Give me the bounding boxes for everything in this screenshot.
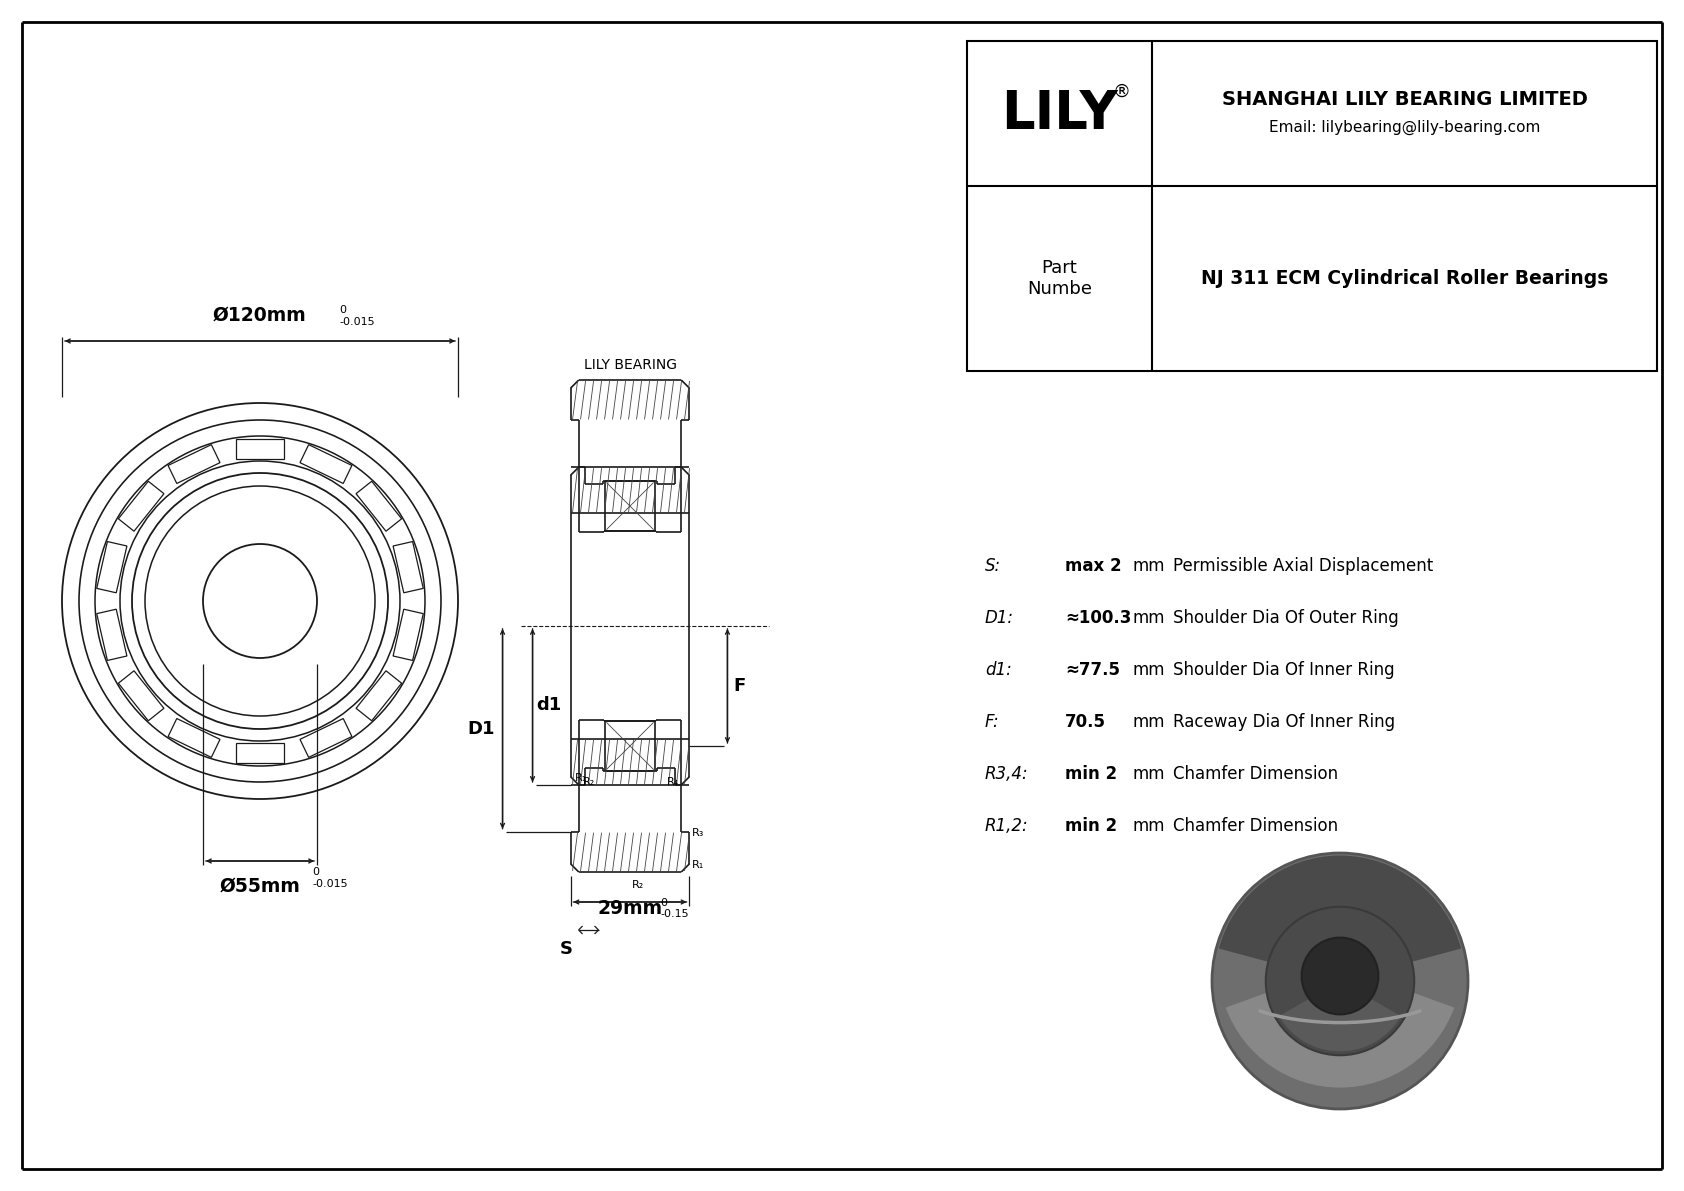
Text: Chamfer Dimension: Chamfer Dimension — [1174, 765, 1339, 782]
Text: mm: mm — [1133, 609, 1165, 626]
Text: Raceway Dia Of Inner Ring: Raceway Dia Of Inner Ring — [1174, 713, 1394, 731]
Text: S: S — [561, 940, 573, 958]
Text: d1:: d1: — [985, 661, 1012, 679]
Text: min 2: min 2 — [1064, 765, 1116, 782]
Text: Part
Numbe: Part Numbe — [1027, 260, 1091, 298]
Text: Ø120mm: Ø120mm — [214, 306, 306, 325]
Circle shape — [1212, 853, 1468, 1109]
Text: 70.5: 70.5 — [1064, 713, 1106, 731]
Text: R₂: R₂ — [632, 880, 645, 890]
Text: LILY BEARING: LILY BEARING — [583, 358, 677, 372]
Bar — [392, 610, 423, 661]
Bar — [96, 542, 126, 593]
Bar — [168, 444, 221, 484]
Circle shape — [1302, 937, 1379, 1015]
Text: LILY: LILY — [1000, 88, 1118, 139]
Text: Shoulder Dia Of Inner Ring: Shoulder Dia Of Inner Ring — [1174, 661, 1394, 679]
Bar — [300, 444, 352, 484]
Text: R3,4:: R3,4: — [985, 765, 1029, 782]
Bar — [118, 481, 163, 531]
Text: R₃: R₃ — [692, 828, 704, 837]
Text: R₁: R₁ — [692, 860, 704, 869]
Text: mm: mm — [1133, 713, 1165, 731]
Bar — [168, 718, 221, 757]
Bar — [300, 718, 352, 757]
Bar — [355, 671, 401, 721]
Bar — [118, 671, 163, 721]
Text: mm: mm — [1133, 557, 1165, 575]
Text: Ø55mm: Ø55mm — [219, 877, 300, 896]
Text: 0: 0 — [312, 867, 318, 877]
Text: ≈100.3: ≈100.3 — [1064, 609, 1132, 626]
Text: 29mm: 29mm — [598, 899, 662, 918]
Bar — [236, 743, 285, 763]
Text: D1: D1 — [466, 719, 495, 737]
Text: mm: mm — [1133, 817, 1165, 835]
Text: mm: mm — [1133, 661, 1165, 679]
Text: R₁: R₁ — [574, 773, 586, 782]
Text: Email: lilybearing@lily-bearing.com: Email: lilybearing@lily-bearing.com — [1268, 120, 1541, 136]
Text: d1: d1 — [537, 697, 562, 715]
Text: D1:: D1: — [985, 609, 1014, 626]
Bar — [236, 439, 285, 459]
Bar — [392, 542, 423, 593]
Bar — [96, 610, 126, 661]
Text: Shoulder Dia Of Outer Ring: Shoulder Dia Of Outer Ring — [1174, 609, 1399, 626]
Text: SHANGHAI LILY BEARING LIMITED: SHANGHAI LILY BEARING LIMITED — [1221, 91, 1588, 110]
Text: 0: 0 — [660, 898, 667, 908]
Text: R₂: R₂ — [583, 777, 594, 787]
Text: R1,2:: R1,2: — [985, 817, 1029, 835]
Text: Permissible Axial Displacement: Permissible Axial Displacement — [1174, 557, 1433, 575]
Circle shape — [1266, 906, 1415, 1055]
Text: F: F — [734, 676, 746, 696]
Bar — [355, 481, 401, 531]
Text: -0.15: -0.15 — [660, 909, 689, 919]
Text: max 2: max 2 — [1064, 557, 1122, 575]
Wedge shape — [1280, 981, 1401, 1052]
Bar — [967, 40, 1657, 372]
Text: Chamfer Dimension: Chamfer Dimension — [1174, 817, 1339, 835]
Text: min 2: min 2 — [1064, 817, 1116, 835]
Text: F:: F: — [985, 713, 1000, 731]
Text: NJ 311 ECM Cylindrical Roller Bearings: NJ 311 ECM Cylindrical Roller Bearings — [1201, 269, 1608, 288]
Text: -0.015: -0.015 — [312, 879, 347, 888]
Text: ≈77.5: ≈77.5 — [1064, 661, 1120, 679]
Wedge shape — [1219, 855, 1462, 981]
Text: 0: 0 — [338, 305, 345, 314]
Text: R₄: R₄ — [667, 777, 680, 787]
Text: mm: mm — [1133, 765, 1165, 782]
Text: ®: ® — [1113, 82, 1130, 100]
Wedge shape — [1226, 966, 1455, 1087]
Text: S:: S: — [985, 557, 1000, 575]
Text: -0.015: -0.015 — [338, 317, 374, 328]
